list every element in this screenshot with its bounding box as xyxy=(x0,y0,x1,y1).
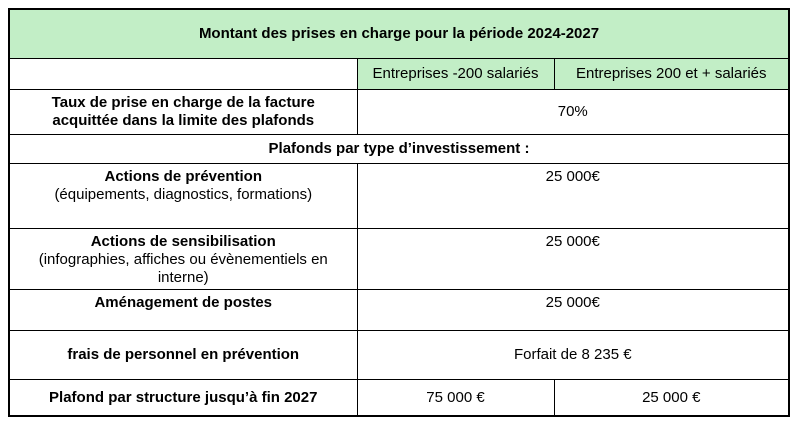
personnel-label: frais de personnel en prévention xyxy=(8,330,358,380)
section-header-row: Plafonds par type d’investissement : xyxy=(8,134,790,164)
sensitization-label-cell: Actions de sensibilisation (infographies… xyxy=(8,228,358,290)
personnel-value: Forfait de 8 235 € xyxy=(356,330,790,380)
prevention-row: Actions de prévention (équipements, diag… xyxy=(8,163,790,229)
section-header: Plafonds par type d’investissement : xyxy=(8,134,790,164)
coverage-rate-label: Taux de prise en charge de la facture ac… xyxy=(8,89,358,135)
workstation-row: Aménagement de postes 25 000€ xyxy=(8,289,790,331)
workstation-value: 25 000€ xyxy=(356,289,790,331)
column-header-row: Entreprises -200 salariés Entreprises 20… xyxy=(8,58,790,90)
sensitization-value: 25 000€ xyxy=(356,228,790,290)
prevention-value: 25 000€ xyxy=(356,163,790,229)
prevention-label-cell: Actions de prévention (équipements, diag… xyxy=(8,163,358,229)
funding-table: Montant des prises en charge pour la pér… xyxy=(8,8,791,417)
col-header-large-companies: Entreprises 200 et + salariés xyxy=(553,58,790,90)
sensitization-sublabel: (infographies, affiches ou évènementiels… xyxy=(38,251,328,286)
sensitization-label: Actions de sensibilisation xyxy=(90,233,276,250)
structure-ceiling-value-large-companies: 25 000 € xyxy=(553,379,790,417)
prevention-label: Actions de prévention xyxy=(104,168,263,185)
col-header-small-companies: Entreprises -200 salariés xyxy=(356,58,555,90)
workstation-label: Aménagement de postes xyxy=(8,289,358,331)
sensitization-row: Actions de sensibilisation (infographies… xyxy=(8,228,790,290)
coverage-rate-row: Taux de prise en charge de la facture ac… xyxy=(8,89,790,135)
structure-ceiling-label: Plafond par structure jusqu’à fin 2027 xyxy=(8,379,358,417)
table-title: Montant des prises en charge pour la pér… xyxy=(8,8,790,59)
prevention-sublabel: (équipements, diagnostics, formations) xyxy=(54,186,313,203)
structure-ceiling-row: Plafond par structure jusqu’à fin 2027 7… xyxy=(8,379,790,417)
corner-empty-cell xyxy=(8,58,358,90)
title-row: Montant des prises en charge pour la pér… xyxy=(8,8,790,59)
personnel-row: frais de personnel en prévention Forfait… xyxy=(8,330,790,380)
structure-ceiling-value-small-companies: 75 000 € xyxy=(356,379,555,417)
coverage-rate-value: 70% xyxy=(356,89,790,135)
